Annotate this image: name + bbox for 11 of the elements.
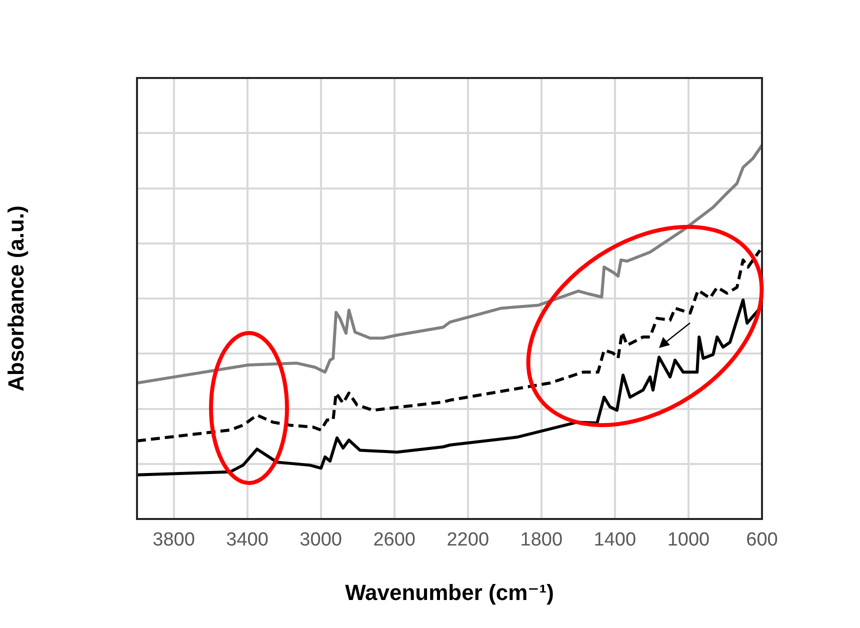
x-tick-label: 1400 xyxy=(594,530,636,551)
x-tick-label: 2600 xyxy=(373,530,416,551)
x-tick-label: 3000 xyxy=(300,530,342,551)
x-tick-label: 3400 xyxy=(226,530,268,551)
x-tick-label: 600 xyxy=(746,530,778,551)
x-tick-label: 3800 xyxy=(152,530,195,551)
x-tick-label: 1000 xyxy=(667,530,710,551)
x-axis-title: Wavenumber (cm⁻¹) xyxy=(345,580,554,605)
x-tick-label: 1800 xyxy=(520,530,563,551)
x-tick-label: 2200 xyxy=(446,530,490,551)
y-axis-title: Absorbance (a.u.) xyxy=(3,206,28,392)
